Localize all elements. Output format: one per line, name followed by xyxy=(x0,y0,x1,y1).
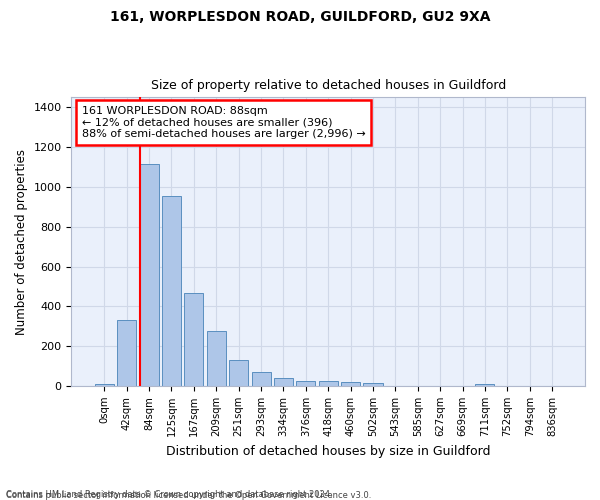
Bar xyxy=(140,164,158,386)
Bar xyxy=(117,320,136,386)
Bar xyxy=(251,372,271,386)
Y-axis label: Number of detached properties: Number of detached properties xyxy=(15,148,28,334)
Text: 161 WORPLESDON ROAD: 88sqm
← 12% of detached houses are smaller (396)
88% of sem: 161 WORPLESDON ROAD: 88sqm ← 12% of deta… xyxy=(82,106,365,139)
Bar xyxy=(364,383,383,386)
Bar xyxy=(162,196,181,386)
Text: Contains public sector information licensed under the Open Government Licence v3: Contains public sector information licen… xyxy=(6,491,371,500)
X-axis label: Distribution of detached houses by size in Guildford: Distribution of detached houses by size … xyxy=(166,444,490,458)
Title: Size of property relative to detached houses in Guildford: Size of property relative to detached ho… xyxy=(151,79,506,92)
Text: 161, WORPLESDON ROAD, GUILDFORD, GU2 9XA: 161, WORPLESDON ROAD, GUILDFORD, GU2 9XA xyxy=(110,10,490,24)
Bar xyxy=(95,384,114,386)
Text: Contains HM Land Registry data © Crown copyright and database right 2024.: Contains HM Land Registry data © Crown c… xyxy=(6,490,332,499)
Bar xyxy=(341,382,360,386)
Bar xyxy=(296,381,316,386)
Bar xyxy=(229,360,248,386)
Bar xyxy=(184,294,203,386)
Bar xyxy=(475,384,494,386)
Bar xyxy=(207,332,226,386)
Bar xyxy=(319,381,338,386)
Bar xyxy=(274,378,293,386)
